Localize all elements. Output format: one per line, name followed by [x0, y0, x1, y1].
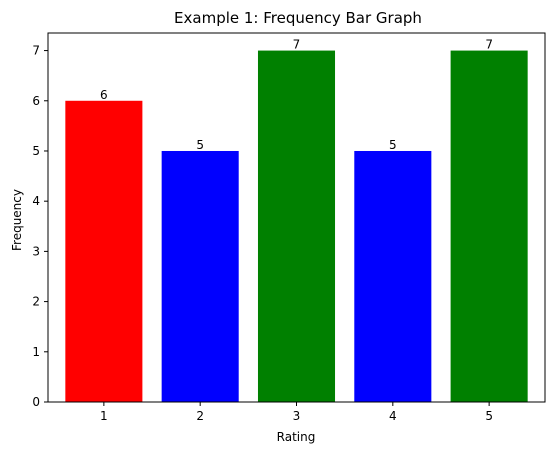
data-labels-group: 6 5 7 5 7 — [100, 38, 493, 152]
bar-rating-2 — [161, 150, 239, 402]
chart-title: Example 1: Frequency Bar Graph — [174, 9, 422, 27]
bar-rating-4 — [354, 150, 432, 402]
bar-rating-5 — [450, 50, 528, 402]
x-tick-label-3: 3 — [293, 409, 301, 423]
bar-rating-1 — [65, 100, 143, 402]
bar-rating-3 — [257, 50, 336, 402]
y-tick-label-6: 6 — [32, 94, 40, 108]
data-label-rating-5: 7 — [485, 38, 493, 52]
data-label-rating-2: 5 — [196, 138, 204, 152]
y-axis-label: Frequency — [10, 189, 24, 251]
y-tick-label-3: 3 — [32, 244, 40, 258]
x-axis-label: Rating — [277, 430, 316, 444]
x-tick-label-2: 2 — [196, 409, 204, 423]
plot-area-frame — [47, 32, 546, 403]
y-axis-ticks: 0 1 2 3 4 5 6 7 — [32, 44, 48, 409]
y-tick-label-7: 7 — [32, 44, 40, 58]
y-tick-label-0: 0 — [32, 395, 40, 409]
x-axis-ticks: 1 2 3 4 5 — [100, 402, 493, 423]
bars-group — [65, 50, 528, 402]
x-tick-label-4: 4 — [389, 409, 397, 423]
x-tick-label-1: 1 — [100, 409, 108, 423]
y-tick-label-4: 4 — [32, 194, 40, 208]
data-label-rating-3: 7 — [293, 38, 301, 52]
y-tick-label-5: 5 — [32, 144, 40, 158]
data-label-rating-4: 5 — [389, 138, 397, 152]
x-tick-label-5: 5 — [485, 409, 493, 423]
data-label-rating-1: 6 — [100, 88, 108, 102]
y-tick-label-2: 2 — [32, 295, 40, 309]
y-tick-label-1: 1 — [32, 345, 40, 359]
